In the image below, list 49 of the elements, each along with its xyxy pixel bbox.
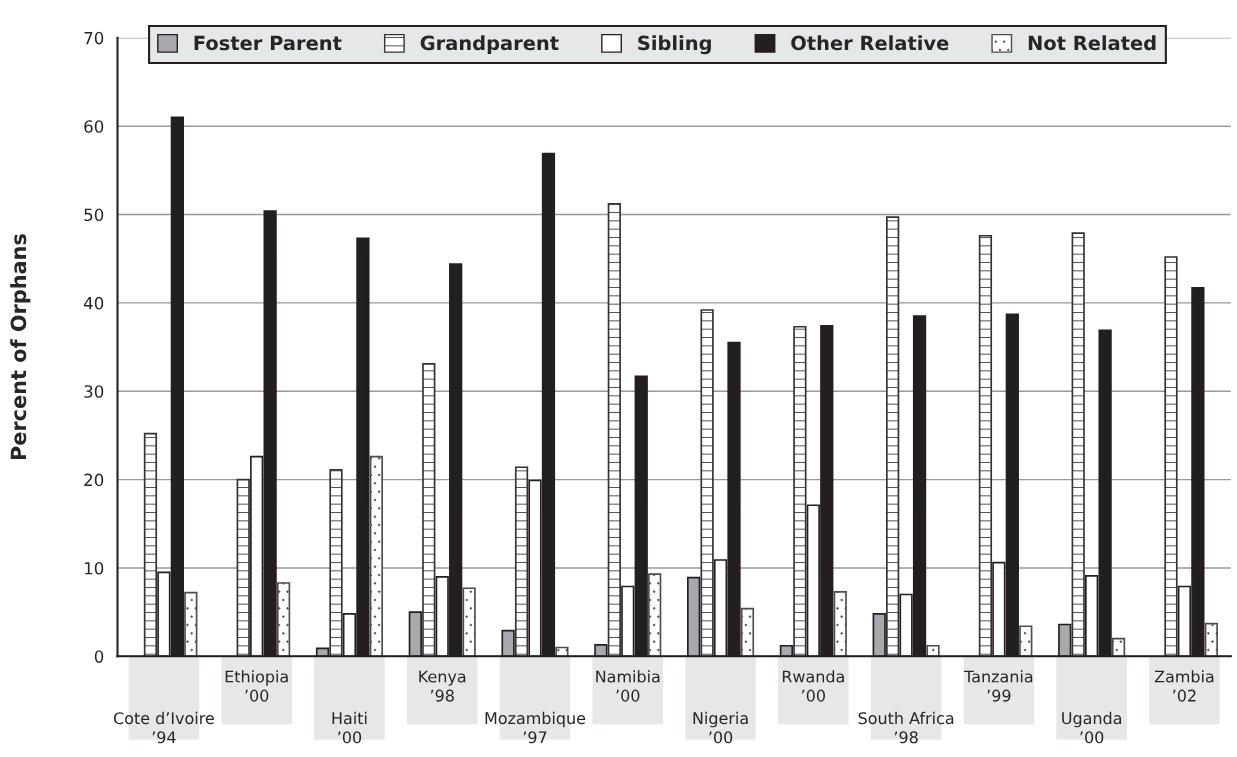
bar	[462, 587, 476, 657]
bar	[422, 363, 436, 657]
legend-label: Sibling	[638, 35, 711, 55]
bar	[740, 607, 755, 657]
bar	[276, 582, 291, 657]
bar	[700, 309, 714, 657]
bar	[1111, 637, 1126, 657]
y-tick-label: 70	[84, 31, 104, 45]
bar	[926, 644, 940, 657]
x-tick-label: Kenya ’98	[419, 670, 466, 702]
bar	[648, 573, 662, 657]
y-tick-label: 20	[84, 473, 104, 487]
legend-label: Other Relative	[791, 35, 949, 51]
y-tick-label: 0	[94, 650, 104, 663]
bar	[607, 203, 621, 657]
x-tick-label: Uganda ’00	[1062, 711, 1122, 744]
bar	[514, 466, 529, 657]
y-axis-title: Percent of Orphans	[10, 234, 31, 460]
bar	[793, 325, 807, 657]
y-tick-label: 30	[84, 385, 104, 398]
bar	[143, 432, 158, 657]
bar	[833, 590, 847, 657]
bar	[978, 234, 993, 657]
bar	[184, 591, 198, 657]
bar	[1204, 622, 1218, 657]
x-tick-label: Haiti ’00	[332, 711, 367, 744]
x-tick-label: Nigeria ’00	[693, 711, 748, 744]
x-tick-label: Cote d’Ivoire ’94	[113, 711, 214, 744]
y-tick-label: 10	[84, 561, 104, 575]
bar	[1164, 256, 1178, 657]
bar	[1019, 625, 1033, 657]
legend-label: Grandparent	[420, 35, 559, 55]
x-tick-label: Zambia ’02	[1154, 670, 1214, 702]
y-tick-label: 50	[84, 208, 104, 222]
y-tick-label: 60	[84, 120, 104, 133]
x-tick-label: Namibia ’00	[596, 670, 660, 702]
bar	[369, 455, 383, 657]
x-tick-label: Rwanda ’00	[782, 670, 844, 702]
bar	[329, 469, 343, 657]
legend-label: Foster Parent	[194, 35, 342, 51]
y-tick-label: 40	[83, 296, 104, 310]
x-tick-label: South Africa ’98	[858, 711, 954, 744]
bar	[1071, 232, 1085, 657]
x-tick-label: Tanzania ’99	[964, 670, 1033, 702]
bar	[886, 216, 900, 657]
legend-label: Not Related	[1028, 35, 1156, 51]
bar	[236, 478, 250, 657]
x-tick-label: Mozambique ’97	[485, 711, 586, 744]
x-tick-label: Ethiopia ’00	[225, 670, 288, 702]
